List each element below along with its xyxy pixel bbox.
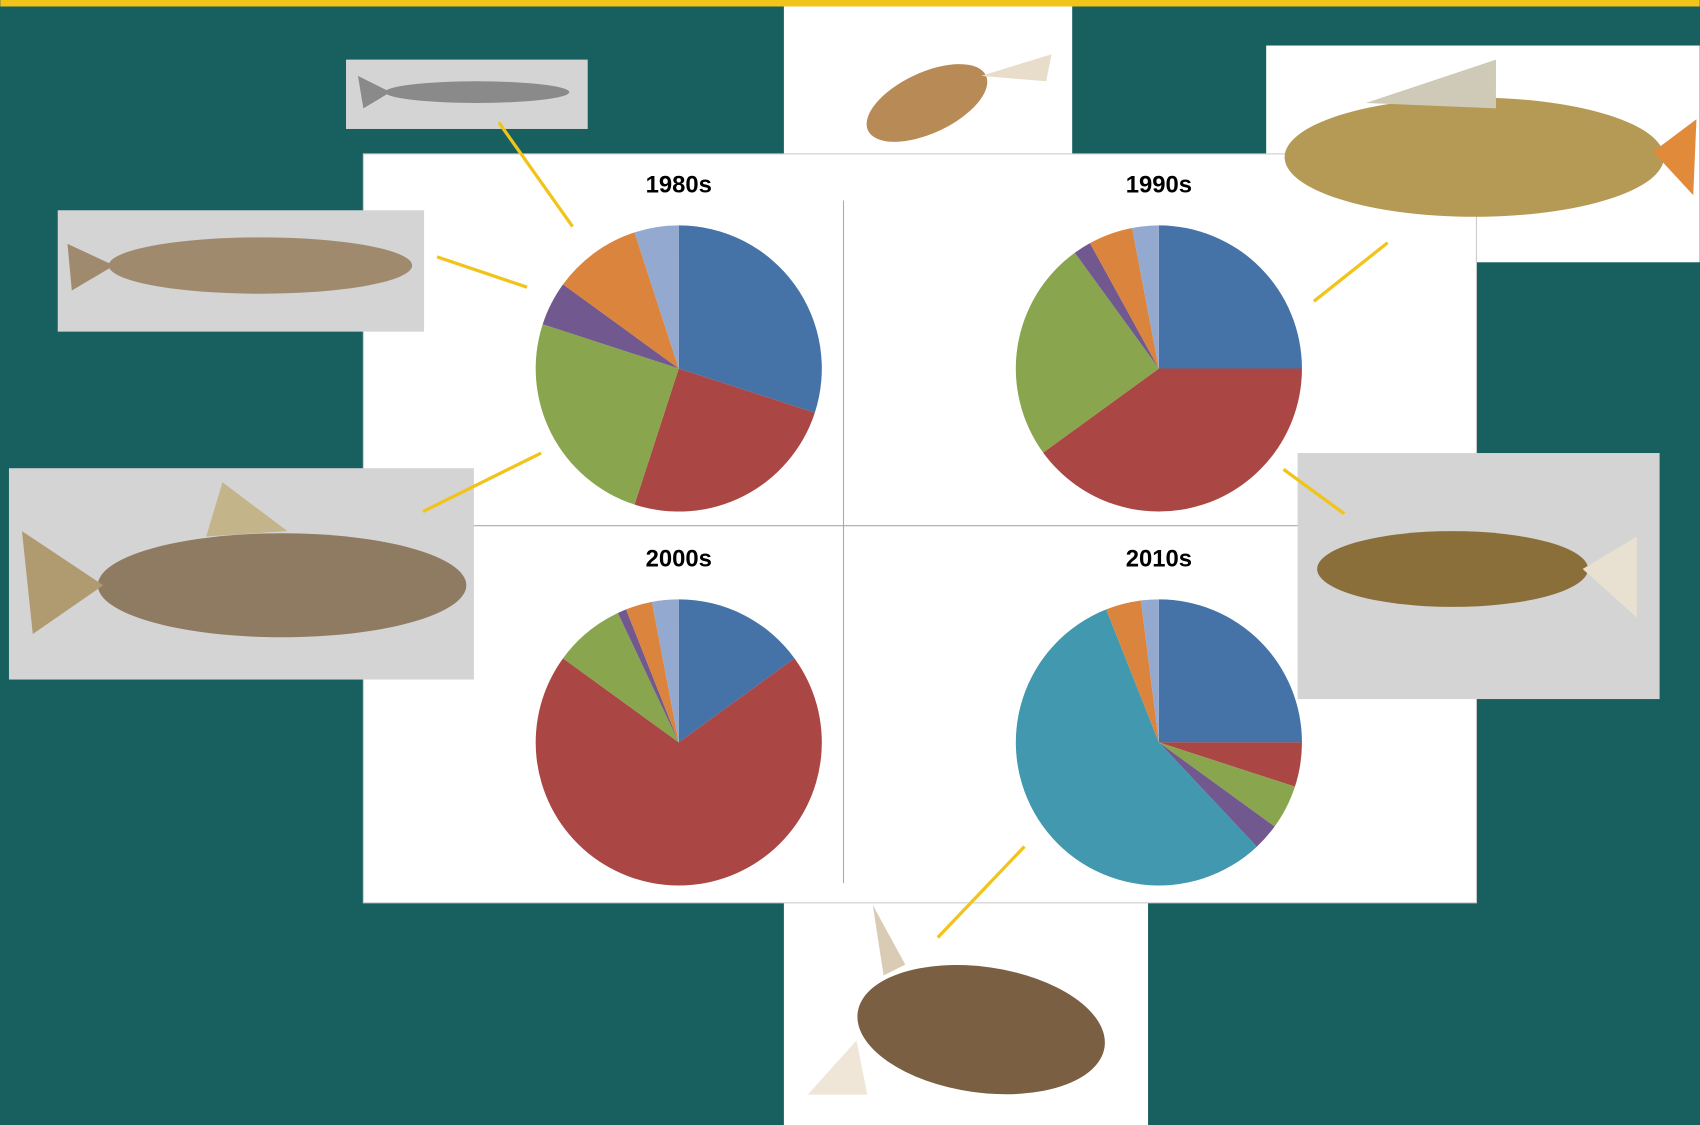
top-bar (0, 0, 1699, 7)
chart-title: 1980s (646, 172, 712, 199)
fish-photo (9, 468, 474, 679)
fish-photo (346, 60, 588, 129)
page: {"chart_data": [ {"type": "pie", "title"… (0, 0, 1700, 1125)
fish-photo (1298, 453, 1660, 699)
chart-title: 1990s (1126, 172, 1192, 199)
slide: 1980s 1990s 2000s 2010s (0, 0, 1700, 1125)
chart-title: 2000s (646, 546, 712, 573)
chart-title: 2010s (1126, 546, 1192, 573)
fish-photo (58, 210, 424, 331)
